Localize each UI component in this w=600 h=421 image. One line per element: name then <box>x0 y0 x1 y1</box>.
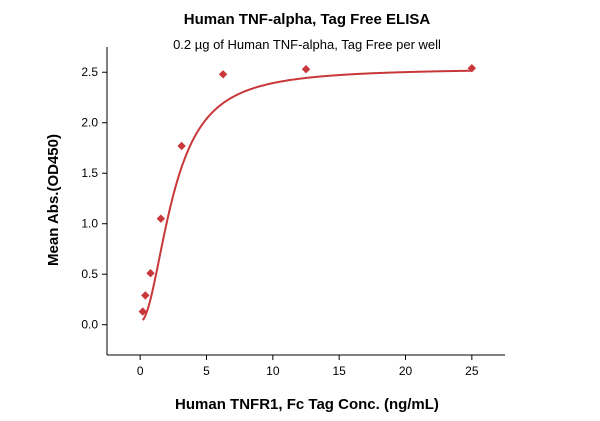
y-tick-label: 2.0 <box>81 116 98 130</box>
y-tick-label: 0.0 <box>81 318 98 332</box>
data-point <box>141 291 150 300</box>
x-tick-label: 15 <box>332 364 346 378</box>
data-point <box>218 70 228 79</box>
tick-group: 0 5 10 15 20 25 0.0 0.5 1.0 1.5 2.0 2.5 <box>81 65 479 378</box>
x-tick-label: 25 <box>465 364 479 378</box>
data-point <box>467 64 477 73</box>
x-axis-title: Human TNFR1, Fc Tag Conc. (ng/mL) <box>175 396 439 413</box>
y-axis-title: Mean Abs.(OD450) <box>45 134 62 266</box>
fit-curve <box>141 69 472 321</box>
axes <box>106 47 505 356</box>
data-points <box>138 64 477 316</box>
data-point <box>156 214 166 223</box>
y-tick-label: 1.5 <box>81 166 98 180</box>
x-tick-label: 20 <box>399 364 413 378</box>
x-tick-label: 5 <box>203 364 210 378</box>
chart-subtitle: 0.2 µg of Human TNF-alpha, Tag Free per … <box>173 37 441 52</box>
y-tick-label: 0.5 <box>81 267 98 281</box>
data-point <box>177 141 186 151</box>
data-point <box>146 269 155 278</box>
data-point <box>138 307 147 316</box>
y-tick-label: 2.5 <box>81 65 98 79</box>
chart-title: Human TNF-alpha, Tag Free ELISA <box>184 11 431 28</box>
x-tick-label: 0 <box>137 364 144 378</box>
data-point <box>301 65 311 74</box>
x-tick-label: 10 <box>266 364 280 378</box>
y-tick-label: 1.0 <box>81 217 98 231</box>
